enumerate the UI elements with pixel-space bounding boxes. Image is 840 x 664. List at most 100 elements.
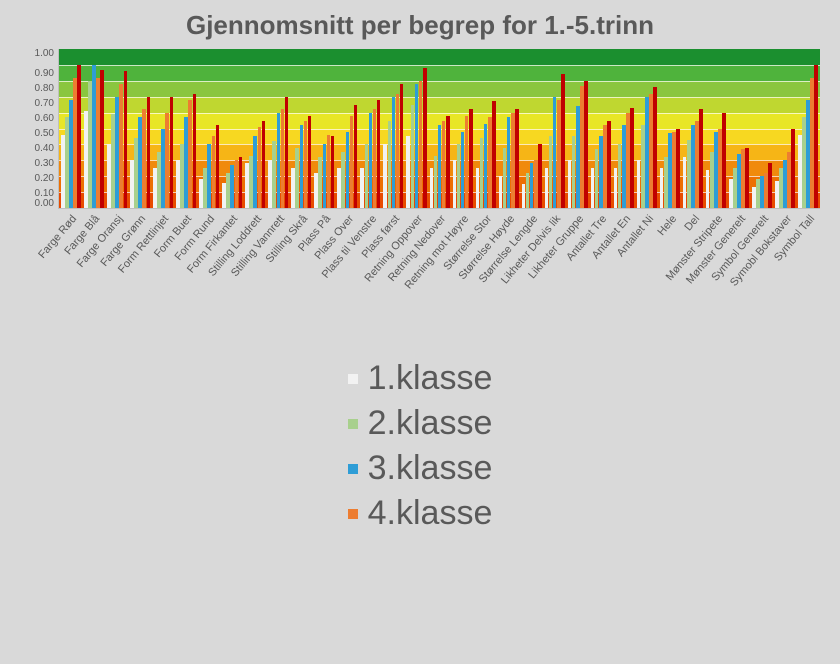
bar [802, 117, 806, 208]
category-group [568, 49, 588, 208]
bar [729, 179, 733, 208]
bar [446, 116, 450, 208]
y-tick: 0.90 [35, 69, 54, 79]
bar [354, 105, 358, 208]
bar [787, 152, 791, 208]
x-labels: Farge RødFarge BlåFarge OransjFarge Grøn… [58, 209, 820, 339]
legend-label: 3.klasse [368, 449, 493, 488]
bar [130, 160, 134, 208]
category-group [245, 49, 265, 208]
bar [203, 168, 207, 208]
y-tick: 0.80 [35, 84, 54, 94]
category-group [176, 49, 196, 208]
bar [561, 74, 565, 208]
bar [134, 138, 138, 208]
bar [268, 160, 272, 208]
legend-item: 4.klasse [348, 494, 493, 533]
bar [752, 187, 756, 208]
bar [415, 84, 419, 208]
bar [222, 183, 226, 208]
y-tick: 0.30 [35, 159, 54, 169]
bar [188, 100, 192, 208]
legend-label: 1.klasse [368, 359, 493, 398]
bar [622, 125, 626, 208]
bar [568, 160, 572, 208]
bar [660, 168, 664, 208]
bar [814, 65, 818, 208]
category-group [337, 49, 357, 208]
bar [396, 94, 400, 208]
bar [180, 144, 184, 208]
category-group [222, 49, 242, 208]
bar [534, 160, 538, 208]
x-label-slot: Likheter Gruppe [567, 209, 587, 339]
bar [170, 97, 174, 208]
bar [637, 160, 641, 208]
bar [499, 176, 503, 208]
category-group [683, 49, 703, 208]
bar [230, 165, 234, 208]
bar [737, 154, 741, 208]
category-group [798, 49, 818, 208]
bar [65, 117, 69, 208]
bar [193, 94, 197, 208]
bar [798, 135, 802, 208]
bar [695, 121, 699, 208]
x-label-slot: Plass Over [337, 209, 357, 339]
y-tick: 0.50 [35, 129, 54, 139]
bar [373, 109, 377, 208]
bar [73, 78, 77, 208]
category-group [545, 49, 565, 208]
bar [676, 129, 680, 209]
bar [434, 156, 438, 208]
bar [216, 125, 220, 208]
x-label-slot: Symbol Generelt [752, 209, 772, 339]
bar [323, 144, 327, 208]
bar [423, 68, 427, 208]
bar [469, 109, 473, 208]
x-label-slot: Likheter Delvis lik [544, 209, 564, 339]
bar [88, 81, 92, 208]
bar [779, 168, 783, 208]
bar [607, 121, 611, 208]
bar [572, 136, 576, 208]
bar [664, 157, 668, 208]
bar [360, 168, 364, 208]
bar [350, 116, 354, 208]
bar [584, 81, 588, 208]
bar [714, 132, 718, 208]
category-group [406, 49, 426, 208]
y-tick: 1.00 [35, 49, 54, 59]
legend-item: 1.klasse [348, 359, 493, 398]
bar [308, 116, 312, 208]
bar [337, 168, 341, 208]
bar [710, 152, 714, 208]
category-group [476, 49, 496, 208]
bar [806, 100, 810, 208]
y-tick: 0.70 [35, 99, 54, 109]
bar [768, 163, 772, 208]
bar [212, 136, 216, 208]
bar [430, 168, 434, 208]
bar [492, 101, 496, 208]
bar [115, 97, 119, 208]
category-group [499, 49, 519, 208]
bar [465, 116, 469, 208]
bar [253, 136, 257, 208]
bar [764, 173, 768, 208]
bar [699, 109, 703, 208]
legend-label: 4.klasse [368, 494, 493, 533]
bar [553, 97, 557, 208]
bar [653, 87, 657, 208]
category-group [752, 49, 772, 208]
bar [199, 179, 203, 208]
category-group [383, 49, 403, 208]
plot-area [58, 49, 820, 209]
x-label-slot: Stilling Skrå [291, 209, 311, 339]
bar [595, 149, 599, 208]
chart-container: Gjennomsnitt per begrep for 1.-5.trinn 1… [0, 0, 840, 664]
bar [614, 168, 618, 208]
category-group [268, 49, 288, 208]
bar [419, 81, 423, 208]
bar [314, 173, 318, 208]
